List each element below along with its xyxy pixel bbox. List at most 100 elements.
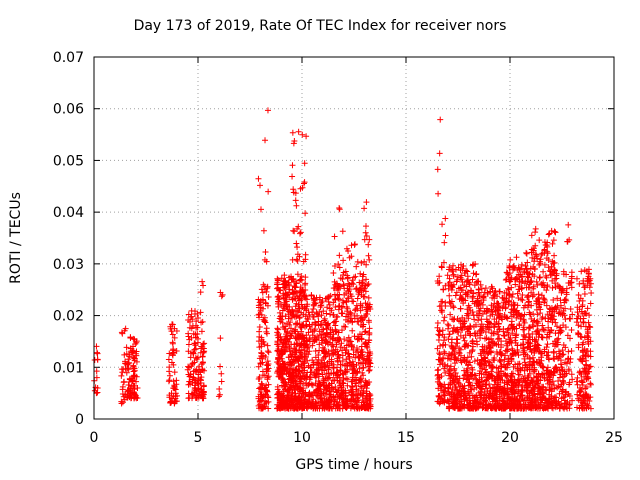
data-point: [259, 381, 266, 388]
data-point: [565, 348, 572, 355]
data-point: [293, 202, 300, 209]
data-point: [453, 357, 460, 364]
data-point: [276, 364, 283, 371]
data-point: [435, 371, 442, 378]
data-point: [440, 317, 447, 324]
data-point: [353, 382, 360, 389]
data-point: [451, 405, 458, 412]
data-point: [468, 386, 475, 393]
data-point: [289, 390, 296, 397]
data-point: [450, 303, 457, 310]
data-point: [187, 354, 194, 361]
data-point: [317, 332, 324, 339]
data-point: [549, 240, 556, 247]
data-point: [296, 230, 303, 237]
data-point: [357, 376, 364, 383]
data-point: [168, 359, 175, 366]
data-point: [259, 289, 266, 296]
data-point: [349, 402, 356, 409]
data-point: [351, 333, 358, 340]
data-point: [457, 267, 464, 274]
data-point: [478, 285, 485, 292]
data-point: [336, 252, 343, 259]
data-point: [336, 206, 343, 213]
data-point: [537, 274, 544, 281]
data-point: [173, 348, 180, 355]
data-point: [314, 359, 321, 366]
data-point: [340, 299, 347, 306]
data-point: [308, 369, 315, 376]
y-tick-label: 0.03: [53, 257, 84, 273]
data-point: [275, 355, 282, 362]
data-point: [340, 271, 347, 278]
data-point: [285, 315, 292, 322]
data-point: [532, 229, 539, 236]
data-point: [305, 316, 312, 323]
data-point: [349, 277, 356, 284]
data-point: [318, 398, 325, 405]
data-point: [447, 375, 454, 382]
data-point: [455, 285, 462, 292]
data-point: [332, 386, 339, 393]
data-point: [343, 375, 350, 382]
data-point: [343, 299, 350, 306]
data-point: [440, 391, 447, 398]
y-axis-label: ROTI / TECUs: [8, 192, 24, 284]
data-point: [357, 383, 364, 390]
data-point: [276, 352, 283, 359]
data-point: [460, 263, 467, 270]
data-point: [256, 374, 263, 381]
data-point: [217, 363, 224, 370]
data-point: [275, 298, 282, 305]
data-point: [339, 370, 346, 377]
data-point: [529, 293, 536, 300]
data-point: [345, 341, 352, 348]
data-point: [344, 274, 351, 281]
data-point: [445, 352, 452, 359]
data-point: [287, 332, 294, 339]
data-point: [281, 361, 288, 368]
data-point: [354, 258, 361, 265]
data-point: [581, 290, 588, 297]
data-point: [318, 312, 325, 319]
data-point: [263, 325, 270, 332]
data-point: [260, 281, 267, 288]
data-point: [460, 393, 467, 400]
data-point: [445, 398, 452, 405]
data-point: [319, 357, 326, 364]
data-point: [360, 399, 367, 406]
data-point: [281, 295, 288, 302]
data-point: [274, 338, 281, 345]
data-point: [361, 398, 368, 405]
data-point: [199, 278, 206, 285]
data-point: [317, 302, 324, 309]
data-point: [289, 296, 296, 303]
y-tick-label: 0.06: [53, 102, 84, 118]
data-point: [260, 227, 267, 234]
data-point: [437, 342, 444, 349]
data-point: [260, 338, 267, 345]
data-point: [345, 280, 352, 287]
data-point: [477, 326, 484, 333]
data-point: [218, 293, 225, 300]
data-point: [186, 364, 193, 371]
data-point: [166, 377, 173, 384]
data-point: [355, 291, 362, 298]
data-point: [339, 352, 346, 359]
data-point: [263, 288, 270, 295]
data-point: [555, 335, 562, 342]
data-point: [344, 382, 351, 389]
data-point: [460, 297, 467, 304]
data-point: [462, 269, 469, 276]
data-point: [187, 371, 194, 378]
data-point: [470, 261, 477, 268]
data-point: [439, 298, 446, 305]
data-point: [316, 402, 323, 409]
data-point: [290, 189, 297, 196]
data-point: [353, 345, 360, 352]
data-point: [518, 296, 525, 303]
data-point: [468, 353, 475, 360]
data-point: [261, 372, 268, 379]
data-point: [341, 291, 348, 298]
data-point: [335, 387, 342, 394]
